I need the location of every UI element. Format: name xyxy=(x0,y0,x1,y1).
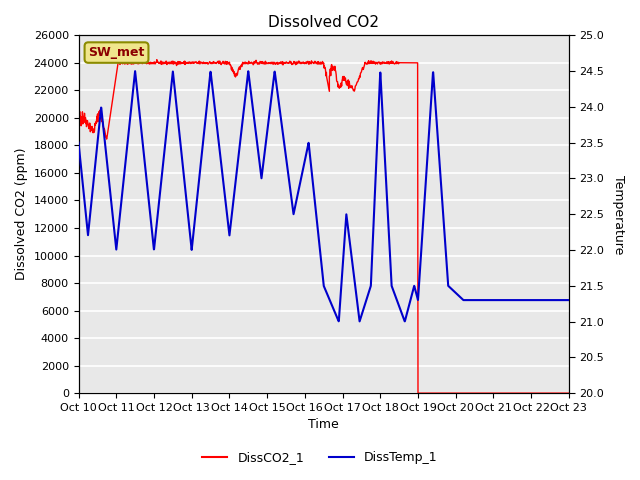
Legend: DissCO2_1, DissTemp_1: DissCO2_1, DissTemp_1 xyxy=(197,446,443,469)
Title: Dissolved CO2: Dissolved CO2 xyxy=(268,15,380,30)
Y-axis label: Dissolved CO2 (ppm): Dissolved CO2 (ppm) xyxy=(15,148,28,280)
Y-axis label: Temperature: Temperature xyxy=(612,175,625,254)
Text: SW_met: SW_met xyxy=(88,46,145,59)
X-axis label: Time: Time xyxy=(308,419,339,432)
